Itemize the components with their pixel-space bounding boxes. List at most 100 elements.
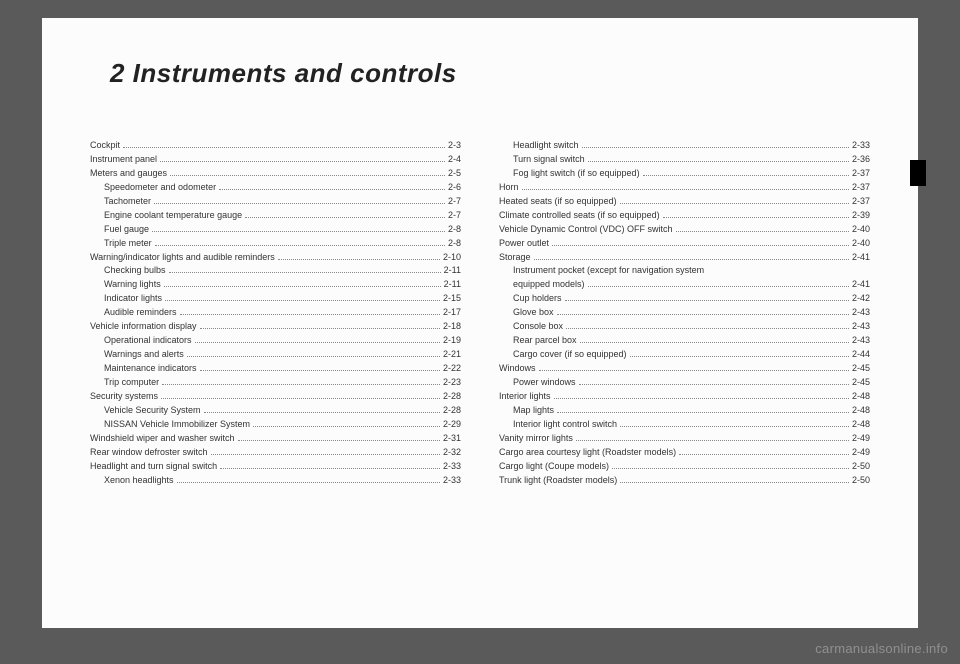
toc-entry: Turn signal switch2-36: [499, 153, 870, 167]
toc-leader: [588, 161, 849, 162]
toc-leader: [180, 314, 440, 315]
toc-entry: Fog light switch (if so equipped)2-37: [499, 167, 870, 181]
toc-page-number: 2-40: [852, 237, 870, 251]
toc-entry: Rear parcel box2-43: [499, 334, 870, 348]
toc-entry: Speedometer and odometer2-6: [90, 181, 461, 195]
toc-label: Power windows: [513, 376, 576, 390]
toc-label: Power outlet: [499, 237, 549, 251]
toc-page-number: 2-22: [443, 362, 461, 376]
toc-label: Windshield wiper and washer switch: [90, 432, 235, 446]
toc-entry: NISSAN Vehicle Immobilizer System2-29: [90, 418, 461, 432]
toc-page-number: 2-41: [852, 278, 870, 292]
toc-label: Audible reminders: [104, 306, 177, 320]
toc-label: Interior light control switch: [513, 418, 617, 432]
toc-page-number: 2-44: [852, 348, 870, 362]
toc-label: Console box: [513, 320, 563, 334]
toc-leader: [552, 245, 849, 246]
toc-label: Meters and gauges: [90, 167, 167, 181]
toc-page-number: 2-17: [443, 306, 461, 320]
toc-leader: [588, 286, 849, 287]
toc-leader: [579, 384, 849, 385]
toc-leader: [620, 482, 849, 483]
toc-leader: [582, 147, 849, 148]
toc-entry: Console box 2-43: [499, 320, 870, 334]
toc-label: Cargo area courtesy light (Roadster mode…: [499, 446, 676, 460]
toc-page-number: 2-29: [443, 418, 461, 432]
toc-page-number: 2-33: [443, 474, 461, 488]
toc-entry: Cockpit2-3: [90, 139, 461, 153]
toc-leader: [187, 356, 440, 357]
toc-leader: [580, 342, 849, 343]
toc-label: Operational indicators: [104, 334, 192, 348]
toc-entry: Storage2-41: [499, 251, 870, 265]
toc-label: Tachometer: [104, 195, 151, 209]
toc-label: equipped models): [513, 278, 585, 292]
toc-leader: [161, 398, 440, 399]
toc-entry: Warnings and alerts2-21: [90, 348, 461, 362]
toc-page-number: 2-50: [852, 460, 870, 474]
toc-entry: Headlight switch2-33: [499, 139, 870, 153]
toc-entry: Headlight and turn signal switch2-33: [90, 460, 461, 474]
toc-label: Security systems: [90, 390, 158, 404]
toc-page-number: 2-45: [852, 376, 870, 390]
toc-page-number: 2-40: [852, 223, 870, 237]
toc-leader: [169, 272, 441, 273]
toc-leader: [219, 189, 445, 190]
toc-entry: Climate controlled seats (if so equipped…: [499, 209, 870, 223]
toc-page-number: 2-33: [852, 139, 870, 153]
toc-leader: [177, 482, 440, 483]
toc-leader: [200, 370, 440, 371]
toc-label: Xenon headlights: [104, 474, 174, 488]
toc-page-number: 2-23: [443, 376, 461, 390]
toc-leader: [195, 342, 440, 343]
toc-label: Warning lights: [104, 278, 161, 292]
toc-leader: [165, 300, 440, 301]
toc-page-number: 2-11: [444, 264, 461, 278]
toc-entry: Windows2-45: [499, 362, 870, 376]
toc-page-number: 2-43: [852, 306, 870, 320]
toc-page-number: 2-15: [443, 292, 461, 306]
toc-label: Vehicle information display: [90, 320, 197, 334]
toc-leader: [663, 217, 849, 218]
toc-column-right: Headlight switch2-33Turn signal switch2-…: [499, 139, 870, 487]
toc-label: Triple meter: [104, 237, 152, 251]
toc-label: Map lights: [513, 404, 554, 418]
toc-entry: Indicator lights2-15: [90, 292, 461, 306]
toc-entry: Triple meter 2-8: [90, 237, 461, 251]
toc-leader: [170, 175, 445, 176]
toc-entry: Tachometer2-7: [90, 195, 461, 209]
toc-page-number: 2-8: [448, 237, 461, 251]
toc-entry: Vehicle Dynamic Control (VDC) OFF switch…: [499, 223, 870, 237]
toc-label: Instrument panel: [90, 153, 157, 167]
toc-leader: [557, 314, 849, 315]
toc-page-number: 2-11: [444, 278, 461, 292]
toc-leader: [630, 356, 849, 357]
toc-leader: [534, 259, 849, 260]
toc-leader: [539, 370, 849, 371]
toc-entry: Interior lights2-48: [499, 390, 870, 404]
toc-leader: [238, 440, 440, 441]
toc-page-number: 2-42: [852, 292, 870, 306]
toc-entry: Power outlet 2-40: [499, 237, 870, 251]
toc-leader: [554, 398, 849, 399]
toc-leader: [164, 286, 441, 287]
toc-label: Rear parcel box: [513, 334, 577, 348]
toc-label: Vehicle Dynamic Control (VDC) OFF switch: [499, 223, 673, 237]
toc-entry: Fuel gauge2-8: [90, 223, 461, 237]
toc-page-number: 2-43: [852, 320, 870, 334]
toc-page-number: 2-8: [448, 223, 461, 237]
toc-label: Storage: [499, 251, 531, 265]
toc-page-number: 2-4: [448, 153, 461, 167]
toc-label: Glove box: [513, 306, 554, 320]
toc-entry: Horn2-37: [499, 181, 870, 195]
toc-label: Turn signal switch: [513, 153, 585, 167]
toc-entry: Trip computer2-23: [90, 376, 461, 390]
toc-page-number: 2-32: [443, 446, 461, 460]
toc-page-number: 2-28: [443, 390, 461, 404]
toc-leader: [211, 454, 440, 455]
toc-label: Headlight and turn signal switch: [90, 460, 217, 474]
toc-page-number: 2-19: [443, 334, 461, 348]
toc-leader: [160, 161, 445, 162]
toc-leader: [245, 217, 445, 218]
toc-leader: [576, 440, 849, 441]
